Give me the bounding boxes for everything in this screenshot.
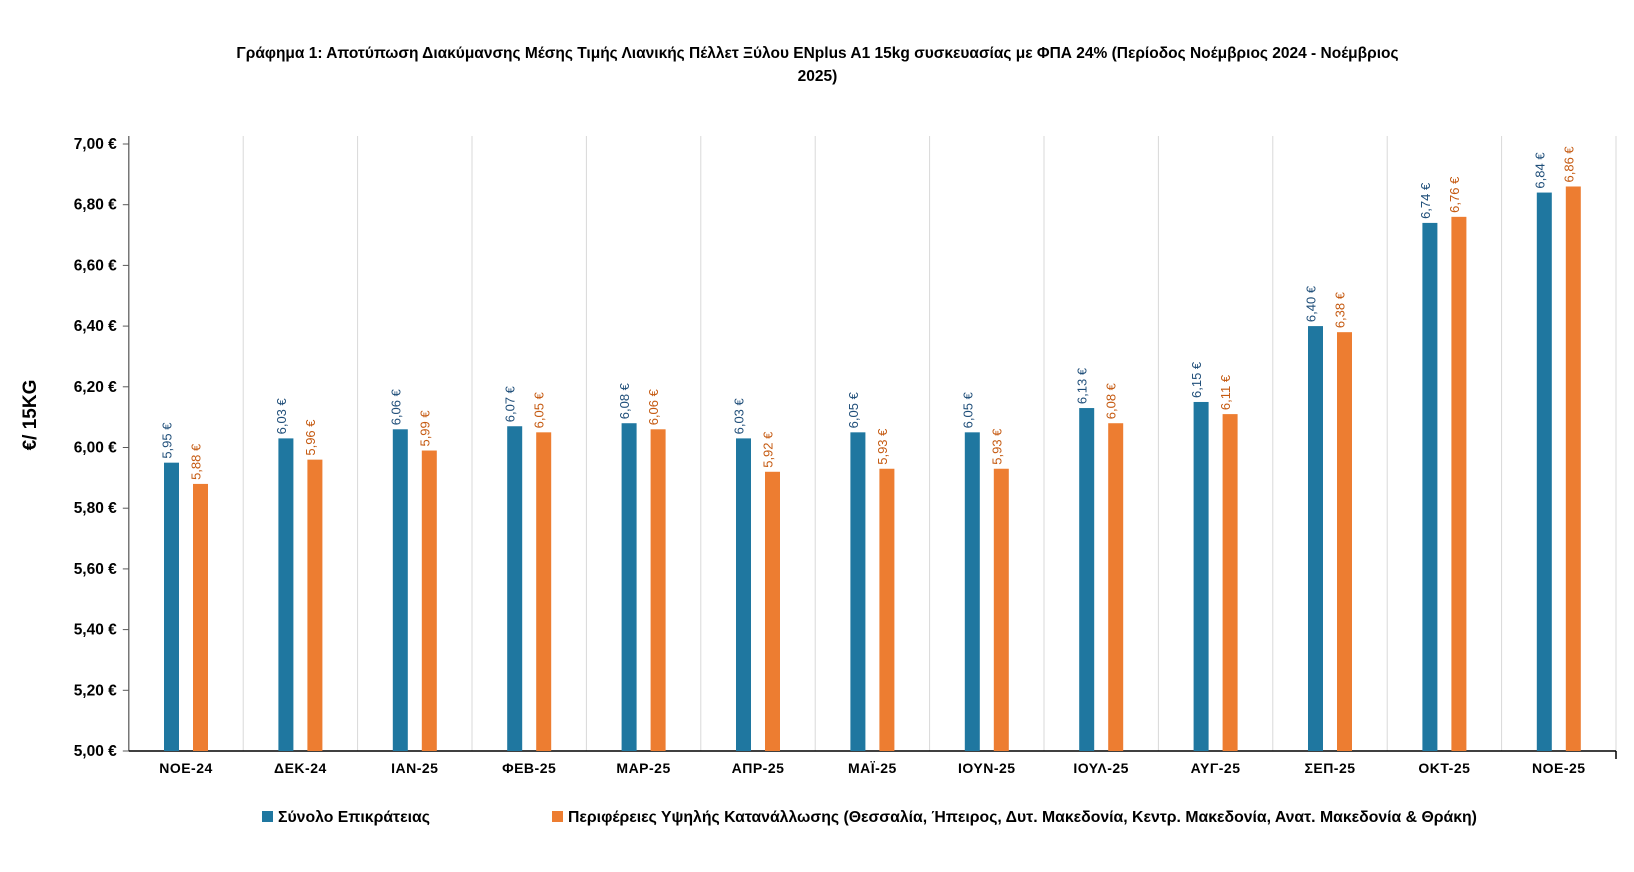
svg-text:5,96 €: 5,96 € <box>303 419 318 456</box>
svg-text:5,93 €: 5,93 € <box>989 428 1004 465</box>
svg-text:ΙΑΝ-25: ΙΑΝ-25 <box>391 760 438 776</box>
svg-text:6,05 €: 6,05 € <box>846 391 861 428</box>
svg-text:5,20 €: 5,20 € <box>74 682 117 699</box>
svg-text:ΦΕΒ-25: ΦΕΒ-25 <box>502 760 556 776</box>
svg-text:6,05 €: 6,05 € <box>532 391 547 428</box>
svg-text:5,80 €: 5,80 € <box>74 500 117 517</box>
svg-text:ΝΟΕ-24: ΝΟΕ-24 <box>159 760 213 776</box>
svg-text:6,15 €: 6,15 € <box>1189 361 1204 398</box>
svg-text:€/ 15KG: €/ 15KG <box>20 380 41 451</box>
svg-text:6,03 €: 6,03 € <box>732 397 747 434</box>
svg-text:ΙΟΥΝ-25: ΙΟΥΝ-25 <box>958 760 1016 776</box>
svg-text:5,60 €: 5,60 € <box>74 561 117 578</box>
svg-text:5,88 €: 5,88 € <box>189 443 204 480</box>
svg-text:6,20 €: 6,20 € <box>74 379 117 396</box>
svg-text:6,03 €: 6,03 € <box>274 397 289 434</box>
svg-text:6,38 €: 6,38 € <box>1333 291 1348 328</box>
svg-text:6,76 €: 6,76 € <box>1447 176 1462 213</box>
svg-text:ΔΕΚ-24: ΔΕΚ-24 <box>274 760 327 776</box>
svg-text:6,07 €: 6,07 € <box>503 385 518 422</box>
svg-text:Περιφέρειες Υψηλής Κατανάλλωση: Περιφέρειες Υψηλής Κατανάλλωσης (Θεσσαλί… <box>568 809 1477 826</box>
svg-text:6,11 €: 6,11 € <box>1218 374 1233 410</box>
svg-text:6,08 €: 6,08 € <box>617 382 632 419</box>
svg-text:6,00 €: 6,00 € <box>74 440 117 457</box>
svg-text:6,08 €: 6,08 € <box>1104 382 1119 419</box>
svg-text:5,99 €: 5,99 € <box>417 410 432 447</box>
svg-text:ΑΥΓ-25: ΑΥΓ-25 <box>1191 760 1241 776</box>
svg-text:5,92 €: 5,92 € <box>761 431 776 468</box>
svg-text:6,60 €: 6,60 € <box>74 257 117 274</box>
svg-text:6,80 €: 6,80 € <box>74 197 117 214</box>
svg-text:5,40 €: 5,40 € <box>74 622 117 639</box>
svg-text:ΜΑΪ-25: ΜΑΪ-25 <box>848 760 897 776</box>
svg-text:6,84 €: 6,84 € <box>1532 152 1547 189</box>
svg-text:6,74 €: 6,74 € <box>1418 182 1433 219</box>
svg-text:7,00 €: 7,00 € <box>74 136 117 153</box>
svg-text:6,06 €: 6,06 € <box>646 388 661 425</box>
svg-text:ΑΠΡ-25: ΑΠΡ-25 <box>732 760 785 776</box>
svg-text:ΝΟΕ-25: ΝΟΕ-25 <box>1532 760 1586 776</box>
svg-text:ΜΑΡ-25: ΜΑΡ-25 <box>616 760 670 776</box>
svg-text:ΙΟΥΛ-25: ΙΟΥΛ-25 <box>1073 760 1129 776</box>
svg-text:5,00 €: 5,00 € <box>74 743 117 760</box>
svg-text:ΟΚΤ-25: ΟΚΤ-25 <box>1418 760 1470 776</box>
svg-text:6,86 €: 6,86 € <box>1561 146 1576 183</box>
svg-text:6,40 €: 6,40 € <box>74 318 117 335</box>
svg-text:6,05 €: 6,05 € <box>960 391 975 428</box>
svg-text:5,93 €: 5,93 € <box>875 428 890 465</box>
svg-text:Σύνολο Επικράτειας: Σύνολο Επικράτειας <box>278 809 430 826</box>
svg-text:5,95 €: 5,95 € <box>160 422 175 459</box>
svg-text:6,40 €: 6,40 € <box>1304 285 1319 322</box>
svg-text:ΣΕΠ-25: ΣΕΠ-25 <box>1304 760 1355 776</box>
svg-text:6,13 €: 6,13 € <box>1075 367 1090 404</box>
svg-text:6,06 €: 6,06 € <box>388 388 403 425</box>
